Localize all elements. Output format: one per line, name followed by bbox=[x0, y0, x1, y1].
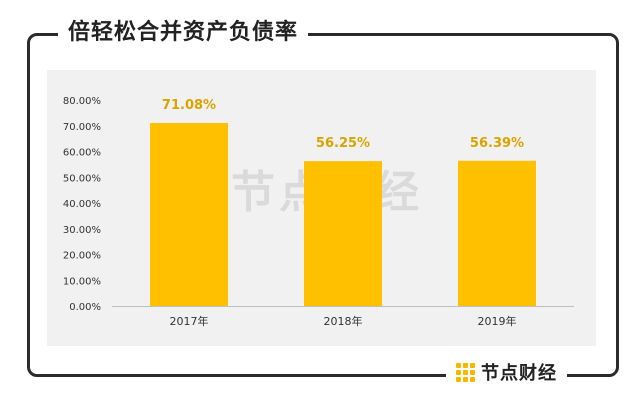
y-tick-label: 40.00% bbox=[63, 199, 101, 210]
y-tick-label: 50.00% bbox=[63, 173, 101, 184]
bar-value-label: 71.08% bbox=[162, 98, 216, 113]
x-tick-label: 2019年 bbox=[478, 314, 517, 328]
y-tick-label: 80.00% bbox=[63, 96, 101, 107]
bars: 71.08% 56.25% 56.39% bbox=[150, 98, 536, 307]
y-tick-label: 30.00% bbox=[63, 225, 101, 236]
x-tick-label: 2017年 bbox=[170, 314, 209, 328]
x-axis: 2017年 2018年 2019年 bbox=[112, 306, 574, 328]
brand-text: 节点财经 bbox=[481, 363, 557, 384]
y-tick-label: 0.00% bbox=[69, 302, 101, 313]
y-axis: 0.00% 10.00% 20.00% 30.00% 40.00% 50.00% 60.00… bbox=[63, 96, 101, 313]
x-tick-label: 2018年 bbox=[324, 314, 363, 328]
chart-frame bbox=[27, 33, 619, 377]
y-tick-label: 10.00% bbox=[63, 276, 101, 287]
chart-title: 倍轻松合并资产负债率 bbox=[58, 18, 309, 48]
y-tick-label: 20.00% bbox=[63, 251, 101, 262]
brand-logo: 节点财经 bbox=[446, 358, 567, 386]
bar bbox=[304, 161, 382, 306]
y-tick-label: 70.00% bbox=[63, 122, 101, 133]
bar bbox=[458, 160, 536, 306]
bar-value-label: 56.39% bbox=[470, 136, 524, 151]
y-tick-label: 60.00% bbox=[63, 148, 101, 159]
bar bbox=[150, 122, 228, 307]
brand-grid-icon bbox=[456, 362, 475, 382]
bar-value-label: 56.25% bbox=[316, 136, 370, 151]
